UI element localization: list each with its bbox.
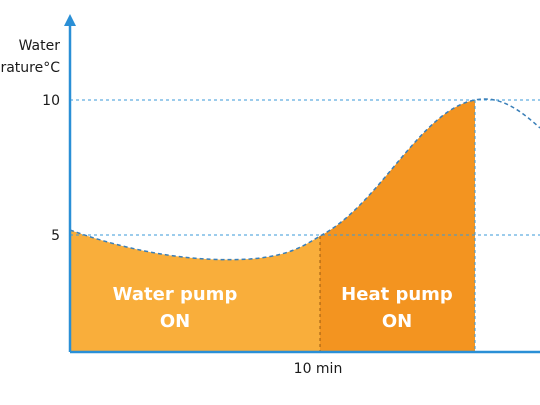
region-label: ON bbox=[160, 311, 190, 332]
region-label: Heat pump bbox=[341, 284, 453, 305]
y-tick-label: 5 bbox=[51, 228, 60, 244]
y-label: temperature°C bbox=[0, 60, 60, 76]
temperature-curve bbox=[69, 98, 540, 261]
y-tick-label: 10 bbox=[42, 93, 60, 109]
axis-arrow bbox=[64, 14, 76, 26]
region-label: ON bbox=[382, 311, 412, 332]
region-label: Water pump bbox=[113, 284, 238, 305]
water-pump-area bbox=[70, 230, 320, 352]
x-label: 10 min bbox=[294, 361, 343, 377]
y-label: Water bbox=[19, 38, 61, 54]
heat-pump-area bbox=[320, 100, 475, 352]
